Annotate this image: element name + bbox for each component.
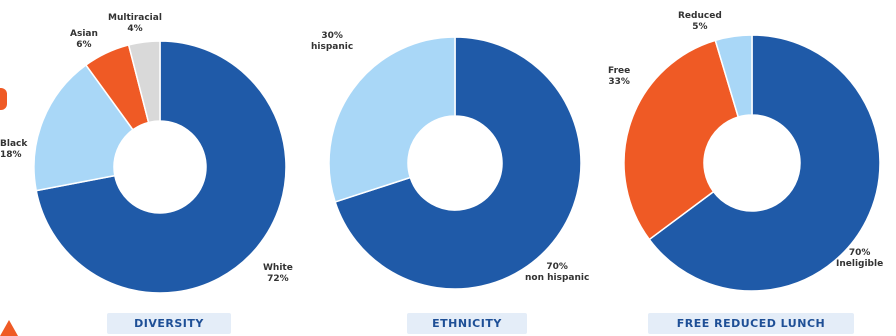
donut-slice-hispanic: [328, 36, 456, 203]
donut-slice-multiracial: [127, 40, 161, 124]
donut-slice-free: [623, 39, 740, 241]
orange-accent-mark: [0, 88, 7, 110]
slice-label-black: Black 18%: [0, 139, 28, 160]
chart-title-diversity: DIVERSITY: [107, 313, 231, 334]
slice-label-reduced: Reduced 5%: [678, 11, 722, 32]
chart-title-ethnicity: ETHNICITY: [407, 313, 527, 334]
orange-triangle-mark: [0, 320, 18, 336]
donut-slice-white: [35, 40, 287, 294]
slice-label-multiracial: Multiracial 4%: [108, 13, 162, 34]
donut-slice-reduced: [714, 34, 753, 118]
chart-title-free-reduced-lunch: FREE REDUCED LUNCH: [648, 313, 854, 334]
slice-label-white: White 72%: [263, 263, 293, 284]
donut-slice-ineligible: [648, 34, 881, 292]
slice-label-ineligible: 70% Ineligible: [836, 248, 884, 269]
slice-label-asian: Asian 6%: [70, 29, 98, 50]
slice-label-free: Free 33%: [608, 66, 631, 87]
donut-slice-non-hispanic: [334, 36, 582, 290]
slice-label-hispanic: 30% hispanic: [311, 31, 354, 52]
slice-label-non-hispanic: 70% non hispanic: [525, 262, 590, 283]
